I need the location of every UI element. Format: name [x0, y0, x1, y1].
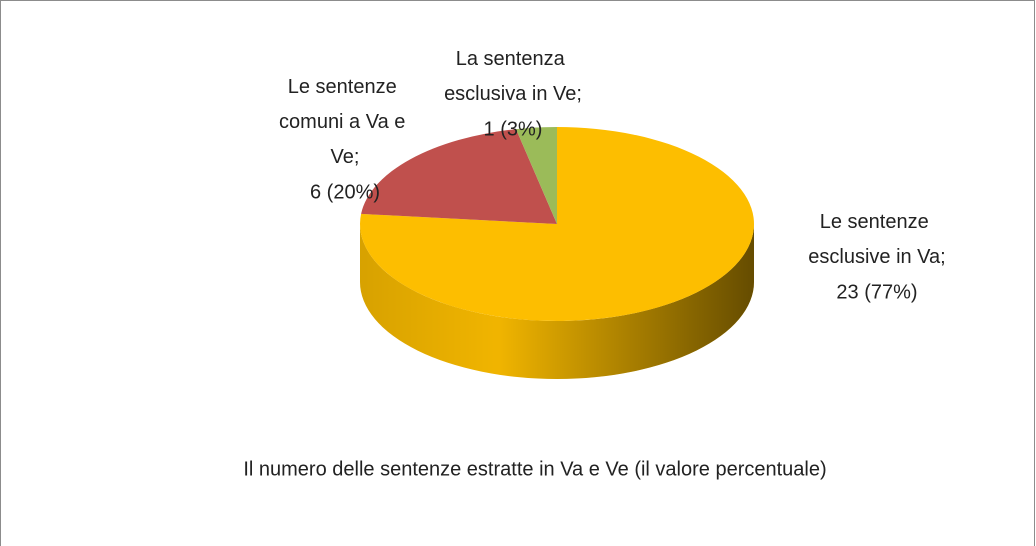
slice-label-line: Ve; — [331, 146, 360, 168]
slice-label: La sentenza esclusiva in Ve; — [444, 48, 582, 105]
slice-label-line: La sentenza — [456, 48, 571, 70]
slice-label-line: Le sentenze — [288, 76, 403, 98]
pie-side-shade — [360, 224, 754, 379]
slice-label: Le sentenze esclusive in Va; — [808, 211, 945, 268]
value-label: 6 (20%) — [310, 181, 380, 203]
slice-label-line: comuni a Va e — [279, 111, 411, 133]
chart-title: Il numero delle sentenze estratte in Va … — [243, 458, 826, 480]
value-label: 23 (77%) — [836, 281, 917, 303]
slice-label-line: esclusiva in Ve; — [444, 83, 582, 105]
slice-label: Le sentenze comuni a Va e Ve; — [279, 76, 411, 168]
value-label: 1 (3%) — [484, 118, 543, 140]
pie-slice — [361, 129, 557, 224]
slice-label-line: Le sentenze — [820, 211, 935, 233]
slice-label-line: esclusive in Va; — [808, 246, 945, 268]
pie-slice — [516, 127, 557, 224]
